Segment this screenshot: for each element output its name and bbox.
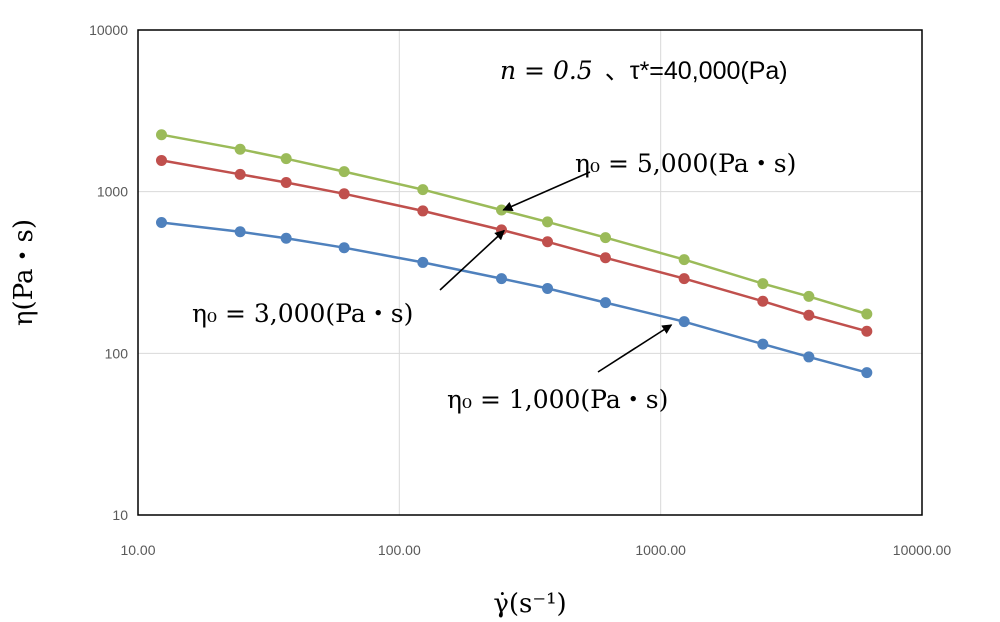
data-point (803, 309, 815, 321)
data-point (757, 278, 769, 290)
annotation-layer: n = 0.5 、τ*=40,000(Pa) η₀ = 5,000(Pa・s) η₀ … (192, 56, 796, 414)
x-tick-label: 10000.00 (893, 542, 952, 558)
data-point (678, 316, 690, 328)
annotation-parameters-tau: 、τ*=40,000(Pa) (605, 57, 788, 85)
series-layer (155, 129, 873, 379)
data-point (338, 188, 350, 200)
data-point (803, 351, 815, 363)
x-axis-title: γ̇(s⁻¹) (493, 589, 566, 619)
annotation-parameters: n = 0.5 、τ*=40,000(Pa) (500, 56, 788, 85)
y-axis-title: η(Pa・s) (9, 219, 39, 326)
data-point (234, 226, 246, 238)
series-line (161, 133, 868, 316)
annotation-eta0-label: η₀ = 3,000(Pa・s) (192, 299, 413, 328)
annotation-arrow (439, 229, 505, 291)
data-point (155, 216, 167, 228)
plot-area-border (137, 29, 923, 516)
data-point (338, 166, 350, 178)
series-line (161, 159, 868, 333)
x-tick-label: 1000.00 (635, 542, 686, 558)
data-point (599, 232, 611, 244)
data-point (417, 256, 429, 268)
data-point (542, 282, 554, 294)
x-tick-label: 10.00 (120, 542, 155, 558)
data-point (599, 297, 611, 309)
data-point (757, 338, 769, 350)
annotation-eta0-label: η₀ = 5,000(Pa・s) (575, 149, 796, 178)
data-point (599, 252, 611, 264)
data-point (155, 154, 167, 166)
y-tick-label: 10000 (89, 22, 128, 38)
data-point (234, 168, 246, 180)
data-point (417, 184, 429, 196)
annotation-arrow (597, 324, 673, 373)
data-point (495, 273, 507, 285)
series-line (161, 221, 868, 374)
data-point (803, 290, 815, 302)
x-tick-label: 100.00 (378, 542, 421, 558)
y-tick-label: 1000 (97, 184, 128, 200)
data-point (678, 273, 690, 285)
annotation-parameters-n: n = 0.5 (500, 56, 593, 85)
data-point (678, 254, 690, 266)
data-point (155, 129, 167, 141)
y-tick-label: 100 (105, 345, 129, 361)
data-point (280, 153, 292, 165)
data-point (280, 232, 292, 244)
data-point (861, 308, 873, 320)
annotation-arrow (502, 171, 591, 211)
data-point (338, 242, 350, 254)
data-point (417, 205, 429, 217)
grid-layer (137, 29, 923, 516)
data-point (861, 325, 873, 337)
data-point (234, 143, 246, 155)
data-point (861, 367, 873, 379)
data-point (280, 176, 292, 188)
y-tick-label: 10 (112, 507, 128, 523)
data-point (542, 236, 554, 248)
tick-layer: 10 100 1000 10000 10.00 100.00 1000.00 10000.00… (9, 22, 951, 619)
annotation-eta0-label: η₀ = 1,000(Pa・s) (447, 385, 668, 414)
data-point (757, 295, 769, 307)
data-point (542, 216, 554, 228)
data-point (495, 204, 507, 216)
